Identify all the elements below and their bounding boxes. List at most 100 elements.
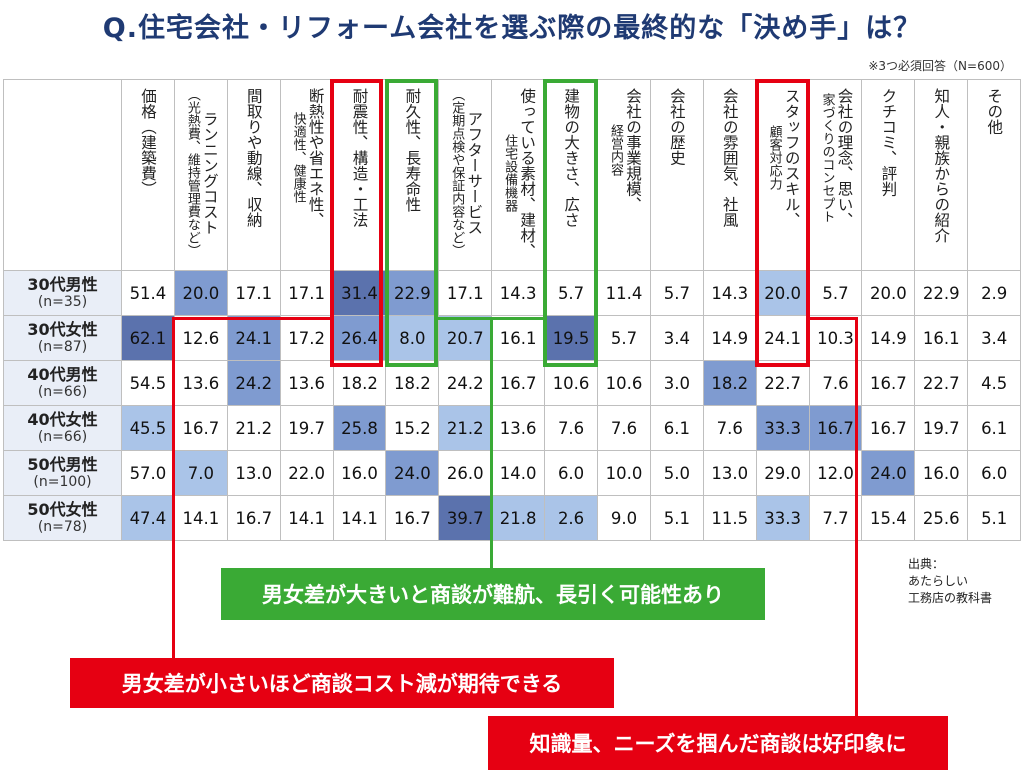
- data-cell: 6.1: [649, 405, 704, 451]
- data-cell: 20.0: [755, 270, 810, 316]
- data-cell: 2.6: [544, 495, 599, 541]
- column-header-text: （光熱費、維持管理費など）: [184, 88, 200, 257]
- column-header: 間取りや動線、収納: [226, 79, 281, 271]
- data-cell: 24.2: [226, 360, 281, 406]
- row-header: 40代男性 (n=66): [3, 360, 122, 406]
- source-line: 出典：: [908, 557, 945, 571]
- data-cell: 13.0: [702, 450, 757, 496]
- data-cell: 14.0: [491, 450, 546, 496]
- data-cell: 16.7: [173, 405, 228, 451]
- data-cell: 10.6: [597, 360, 651, 406]
- data-cell: 33.3: [755, 405, 810, 451]
- data-cell: 3.4: [967, 315, 1022, 361]
- data-cell: 19.5: [544, 315, 599, 361]
- column-header: 建物の大きさ、広さ: [544, 79, 599, 271]
- data-cell: 29.0: [755, 450, 810, 496]
- data-cell: 21.8: [491, 495, 546, 541]
- data-cell: 14.9: [861, 315, 916, 361]
- data-cell: 18.2: [385, 360, 440, 406]
- data-cell: 7.6: [544, 405, 599, 451]
- column-header: 会社の理念、思い、 家づくりのコンセプト: [808, 79, 863, 271]
- column-header-text: 顧客対応力: [766, 125, 782, 191]
- data-cell: 16.7: [491, 360, 546, 406]
- column-header-text: 快適性、健康性: [290, 112, 306, 204]
- data-cell: 20.7: [438, 315, 493, 361]
- data-cell: 16.0: [914, 450, 969, 496]
- column-header: 会社の雰囲気、社風: [702, 79, 757, 271]
- row-header: 50代女性 (n=78): [3, 495, 122, 541]
- table-row: 30代男性 (n=35) 51.4 20.0 17.1 17.1 31.4 22.9 17.1 1…: [3, 270, 1022, 316]
- data-cell: 11.4: [597, 270, 651, 316]
- data-cell: 13.6: [279, 360, 334, 406]
- row-sample-size: (n=35): [37, 294, 88, 310]
- data-cell: 9.0: [597, 495, 651, 541]
- data-cell: 14.3: [491, 270, 546, 316]
- banner-green: 男女差が大きいと商談が難航、長引く可能性あり: [221, 568, 765, 620]
- data-cell: 22.0: [279, 450, 334, 496]
- data-cell: 12.0: [808, 450, 863, 496]
- column-header-text: アフターサービス: [465, 110, 484, 235]
- data-cell: 7.6: [702, 405, 757, 451]
- data-cell: 24.0: [385, 450, 440, 496]
- column-header: 耐震性、構造・工法: [332, 79, 387, 271]
- column-header: 会社の事業規模、 経営内容: [597, 79, 651, 271]
- data-cell: 16.7: [808, 405, 863, 451]
- data-cell: 54.5: [121, 360, 175, 406]
- data-cell: 13.6: [173, 360, 228, 406]
- data-cell: 4.5: [967, 360, 1022, 406]
- corner-cell: [3, 79, 122, 271]
- column-header: 使っている素材、建材、 住宅設備機器: [491, 79, 546, 271]
- column-header-text: 使っている素材、建材、: [518, 88, 537, 259]
- data-cell: 7.6: [808, 360, 863, 406]
- column-header: 会社の歴史: [649, 79, 704, 271]
- column-header: その他: [967, 79, 1022, 271]
- table-row: 30代女性 (n=87) 62.1 12.6 24.1 17.2 26.4 8.0 20.7 16…: [3, 315, 1022, 361]
- table-row: 50代男性 (n=100) 57.0 7.0 13.0 22.0 16.0 24.0 26.0 1…: [3, 450, 1022, 496]
- data-cell: 5.0: [649, 450, 704, 496]
- data-cell: 21.2: [226, 405, 281, 451]
- data-cell: 16.1: [914, 315, 969, 361]
- data-cell: 22.9: [385, 270, 440, 316]
- data-cell: 18.2: [702, 360, 757, 406]
- banner-red-right: 知識量、ニーズを掴んだ商談は好印象に: [488, 716, 948, 770]
- row-header: 40代女性 (n=66): [3, 405, 122, 451]
- table-row: 40代男性 (n=66) 54.5 13.6 24.2 13.6 18.2 18.2 24.2 1…: [3, 360, 1022, 406]
- data-cell: 7.7: [808, 495, 863, 541]
- row-header: 50代男性 (n=100): [3, 450, 122, 496]
- column-header: 耐久性、長寿命性: [385, 79, 440, 271]
- data-cell: 14.3: [702, 270, 757, 316]
- data-cell: 16.7: [226, 495, 281, 541]
- data-cell: 14.9: [702, 315, 757, 361]
- data-cell: 12.6: [173, 315, 228, 361]
- column-header-text: 住宅設備機器: [502, 134, 518, 213]
- column-header-text: 会社の理念、思い、: [835, 88, 854, 228]
- column-header: ランニングコスト （光熱費、維持管理費など）: [173, 79, 228, 271]
- row-label: 30代女性: [27, 320, 98, 339]
- data-cell: 6.1: [967, 405, 1022, 451]
- data-cell: 10.0: [597, 450, 651, 496]
- data-cell: 20.0: [173, 270, 228, 316]
- data-cell: 26.4: [332, 315, 387, 361]
- column-header: 知人・親族からの紹介: [914, 79, 969, 271]
- column-header-text: 家づくりのコンセプト: [819, 92, 835, 223]
- row-header: 30代女性 (n=87): [3, 315, 122, 361]
- data-cell: 57.0: [121, 450, 175, 496]
- column-header-text: 経営内容: [607, 124, 623, 176]
- data-cell: 19.7: [914, 405, 969, 451]
- row-label: 30代男性: [27, 275, 98, 294]
- data-cell: 21.2: [438, 405, 493, 451]
- heatmap-table: 価格（建築費） ランニングコスト （光熱費、維持管理費など） 間取りや動線、収納 断熱性…: [3, 79, 1022, 541]
- column-header-text: ランニングコスト: [200, 110, 219, 235]
- data-cell: 51.4: [121, 270, 175, 316]
- data-cell: 16.7: [861, 360, 916, 406]
- row-sample-size: (n=78): [37, 519, 88, 535]
- data-cell: 17.1: [279, 270, 334, 316]
- column-header-text: 建物の大きさ、広さ: [562, 88, 581, 228]
- banner-red-left: 男女差が小さいほど商談コスト減が期待できる: [70, 658, 614, 708]
- column-header-text: 価格（建築費）: [138, 88, 157, 197]
- data-cell: 15.2: [385, 405, 440, 451]
- data-cell: 25.8: [332, 405, 387, 451]
- data-cell: 10.6: [544, 360, 599, 406]
- source-line: あたらしい: [908, 574, 969, 588]
- table-row: 50代女性 (n=78) 47.4 14.1 16.7 14.1 14.1 16.7 39.7 2…: [3, 495, 1022, 541]
